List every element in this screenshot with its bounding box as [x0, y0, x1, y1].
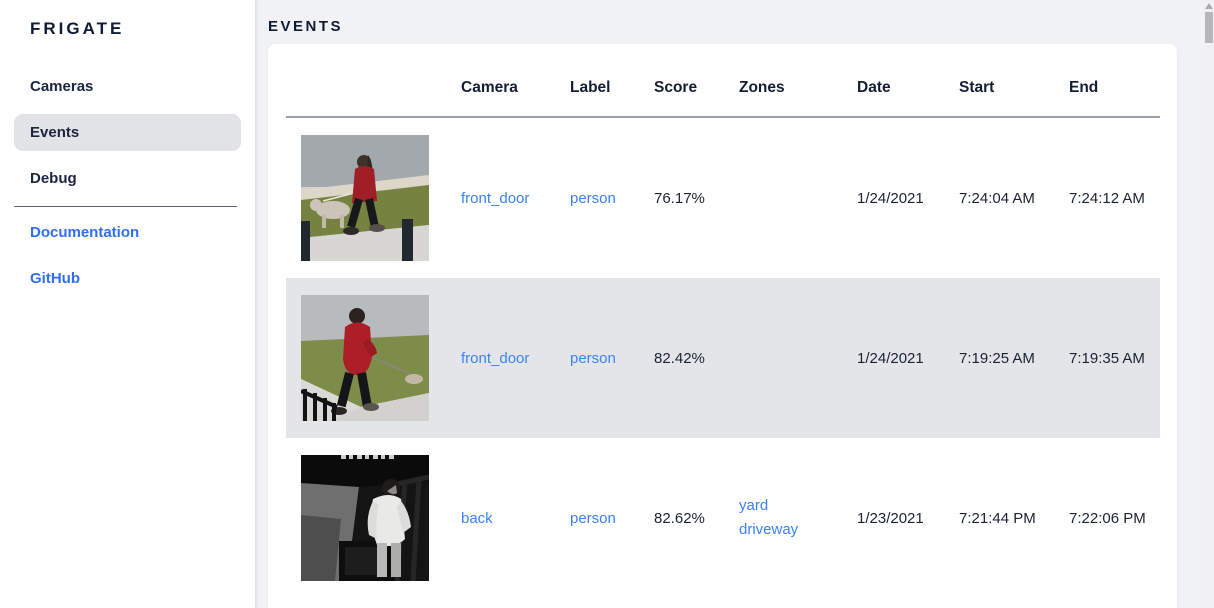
table-row: front_door person 76.17% 1/24/2021 7:24:… [286, 118, 1160, 278]
label-link[interactable]: person [570, 349, 616, 367]
page-title: EVENTS [268, 18, 344, 35]
camera-link[interactable]: front_door [461, 189, 530, 207]
zone-link[interactable]: driveway [739, 521, 799, 538]
column-header-start: Start [959, 79, 995, 96]
score-value: 82.42% [654, 349, 705, 367]
event-thumbnail-image[interactable] [301, 455, 429, 581]
sidebar: FRIGATE Cameras Events Debug Documentati… [0, 0, 255, 608]
app-logo: FRIGATE [30, 19, 125, 38]
column-header-camera: Camera [461, 79, 518, 96]
column-header-score: Score [654, 79, 698, 96]
end-value: 7:19:35 AM [1069, 349, 1145, 367]
sidebar-item-events[interactable]: Events [14, 114, 241, 151]
camera-link[interactable]: front_door [461, 349, 530, 367]
start-value: 7:19:25 AM [959, 349, 1035, 367]
sidebar-link-label: GitHub [30, 270, 80, 287]
main-content: EVENTS Camera Label Score Zones Date Sta… [255, 0, 1214, 608]
sidebar-divider [14, 206, 237, 207]
sidebar-nav: Cameras Events Debug Documentation GitHu… [0, 68, 255, 297]
column-header-zones: Zones [739, 79, 785, 96]
event-thumbnail-image[interactable] [301, 295, 429, 421]
event-thumbnail-cell [286, 455, 461, 581]
scroll-up-arrow-icon[interactable] [1205, 3, 1213, 9]
events-card: Camera Label Score Zones Date Start End [268, 44, 1177, 608]
camera-link[interactable]: back [461, 509, 493, 527]
sidebar-link-documentation[interactable]: Documentation [14, 214, 241, 251]
date-value: 1/23/2021 [857, 509, 924, 527]
sidebar-item-label: Events [30, 124, 80, 141]
date-value: 1/24/2021 [857, 189, 924, 207]
column-header-label: Label [570, 79, 611, 96]
table-row: back person 82.62% yard driveway 1/23/20… [286, 438, 1160, 598]
score-value: 82.62% [654, 509, 705, 527]
sidebar-item-label: Cameras [30, 78, 94, 95]
start-value: 7:21:44 PM [959, 509, 1036, 527]
zone-link[interactable]: yard [739, 497, 769, 514]
date-value: 1/24/2021 [857, 349, 924, 367]
sidebar-item-label: Debug [30, 170, 77, 187]
sidebar-link-github[interactable]: GitHub [14, 260, 241, 297]
column-header-end: End [1069, 79, 1099, 96]
sidebar-item-debug[interactable]: Debug [14, 160, 241, 197]
scrollbar-thumb[interactable] [1205, 12, 1213, 43]
end-value: 7:24:12 AM [1069, 189, 1145, 207]
vertical-scrollbar[interactable] [1204, 0, 1214, 608]
table-header-row: Camera Label Score Zones Date Start End [286, 60, 1160, 118]
label-link[interactable]: person [570, 189, 616, 207]
label-link[interactable]: person [570, 509, 616, 527]
event-thumbnail-cell [286, 295, 461, 421]
score-value: 76.17% [654, 189, 705, 207]
zones-cell: yard driveway [739, 494, 857, 542]
column-header-date: Date [857, 79, 891, 96]
events-table: Camera Label Score Zones Date Start End [286, 60, 1160, 598]
start-value: 7:24:04 AM [959, 189, 1035, 207]
sidebar-link-label: Documentation [30, 224, 140, 241]
sidebar-item-cameras[interactable]: Cameras [14, 68, 241, 105]
event-thumbnail-cell [286, 135, 461, 261]
event-thumbnail-image[interactable] [301, 135, 429, 261]
end-value: 7:22:06 PM [1069, 509, 1146, 527]
table-row: front_door person 82.42% 1/24/2021 7:19:… [286, 278, 1160, 438]
